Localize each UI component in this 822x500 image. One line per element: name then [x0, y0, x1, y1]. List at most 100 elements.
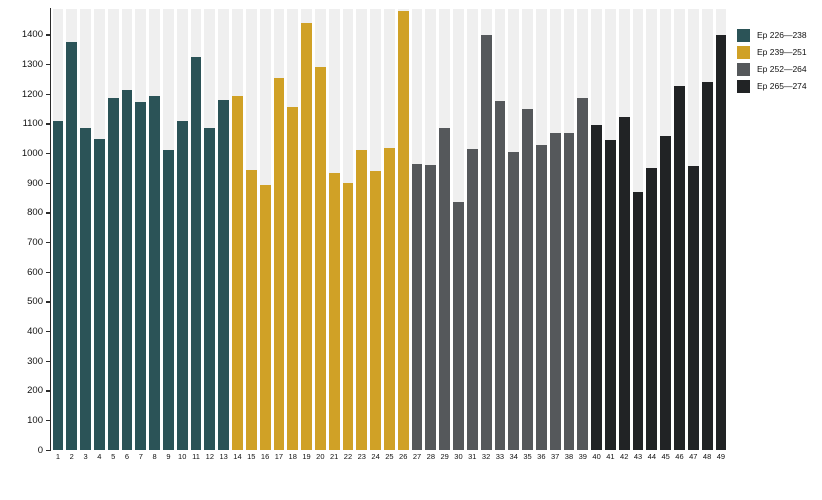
y-tick-mark: [46, 241, 51, 244]
bar: [425, 165, 437, 450]
bar: [522, 109, 533, 450]
y-tick-label: 1400: [21, 29, 43, 41]
bar-slot: 28: [424, 8, 438, 460]
x-tick-label: 48: [702, 452, 712, 461]
bar: [273, 77, 285, 450]
x-tick-label: 15: [247, 452, 256, 461]
x-tick-label: 16: [260, 452, 270, 461]
bar-slot: 19: [300, 8, 314, 460]
y-tick: 500: [27, 297, 51, 307]
bar: [577, 98, 589, 450]
bar-slot: 35: [521, 8, 535, 460]
y-tick-mark: [46, 123, 51, 125]
y-tick-label: 600: [27, 266, 43, 278]
bar-slot: 49: [714, 8, 728, 460]
y-tick-mark: [46, 449, 51, 451]
x-tick-label: 30: [454, 452, 463, 461]
bar-slot: 2: [65, 8, 79, 460]
bar-slot: 16: [258, 8, 272, 460]
bar-slot: 31: [465, 8, 479, 460]
bar-slot: 10: [175, 8, 189, 460]
bar: [715, 34, 727, 450]
x-tick-label: 1: [55, 452, 60, 461]
y-tick: 800: [27, 208, 51, 218]
bar: [301, 22, 312, 450]
bar: [660, 136, 672, 450]
x-tick-label: 22: [343, 452, 353, 461]
legend-swatch: [737, 29, 750, 42]
x-tick-label: 18: [288, 452, 297, 461]
bar: [563, 133, 575, 450]
y-tick: 600: [27, 268, 51, 278]
y-tick-mark: [46, 330, 51, 333]
bar: [328, 172, 340, 450]
bar-slot: 12: [203, 8, 217, 460]
bar-slot: 37: [548, 8, 562, 460]
bar: [107, 98, 119, 450]
bar-slot: 42: [617, 8, 631, 460]
bar: [66, 42, 78, 450]
bar-slot: 29: [438, 8, 452, 460]
bar-slot: 25: [383, 8, 397, 460]
x-tick-label: 40: [592, 452, 601, 461]
bar-slot: 33: [493, 8, 507, 460]
bars-container: 1 2 3 4 5 6 7 8 9 10 11 12 13 14 15 16 17 18 19 20 21 22 23 24 2…: [51, 8, 728, 460]
x-tick-label: 14: [233, 452, 242, 461]
bar: [549, 133, 561, 450]
bar: [535, 145, 547, 450]
x-tick-label: 3: [83, 452, 88, 461]
bar: [370, 171, 381, 450]
y-tick: 1200: [22, 90, 51, 100]
bar: [397, 10, 409, 450]
y-tick-label: 900: [27, 177, 43, 189]
bar-slot: 13: [217, 8, 231, 460]
bar: [121, 89, 133, 450]
legend-label: Ep 226—238: [757, 30, 807, 41]
y-tick: 900: [27, 179, 51, 189]
legend-swatch: [737, 63, 750, 76]
x-tick-label: 5: [111, 452, 116, 461]
x-tick-label: 23: [357, 452, 366, 461]
y-tick: 400: [27, 327, 51, 337]
x-tick-label: 47: [689, 452, 698, 461]
x-tick-label: 24: [371, 452, 380, 461]
plot-area: 0 100 200 300 400 500 600 700 800 900 1000 1100 1200…: [22, 8, 728, 460]
bar-slot: 15: [244, 8, 258, 460]
x-tick-label: 46: [675, 452, 684, 461]
legend-label: Ep 265—274: [757, 81, 807, 92]
x-tick-label: 8: [152, 452, 157, 461]
y-tick-label: 200: [27, 385, 43, 397]
bar: [453, 202, 464, 450]
bar: [646, 168, 658, 450]
bar-slot: 32: [479, 8, 493, 460]
x-tick-label: 11: [192, 452, 200, 461]
bar: [190, 56, 202, 450]
x-tick-label: 26: [399, 452, 408, 461]
legend-label: Ep 252—264: [757, 64, 807, 75]
y-tick-mark: [46, 271, 51, 274]
x-tick-label: 13: [219, 452, 228, 461]
bar: [494, 101, 506, 450]
x-tick-label: 41: [606, 452, 615, 461]
x-tick-label: 32: [481, 452, 491, 461]
bar-slot: 30: [452, 8, 466, 460]
x-tick-label: 38: [564, 452, 574, 461]
y-tick-mark: [46, 360, 51, 363]
y-tick-mark: [46, 34, 51, 36]
y-tick-mark: [46, 390, 51, 392]
bar-slot: 45: [659, 8, 673, 460]
bar: [687, 165, 699, 450]
y-tick-label: 1200: [21, 88, 43, 100]
y-tick-label: 400: [27, 325, 43, 337]
y-tick: 300: [27, 357, 51, 367]
bar: [591, 125, 602, 450]
x-tick-label: 36: [537, 452, 546, 461]
bar-slot: 11: [189, 8, 203, 460]
bar: [356, 150, 368, 450]
x-tick-label: 37: [550, 452, 560, 461]
bar-slot: 34: [507, 8, 521, 460]
bar-slot: 48: [700, 8, 714, 460]
x-tick-label: 28: [426, 452, 436, 461]
bar-slot: 1: [51, 8, 65, 460]
x-tick-label: 25: [385, 452, 394, 461]
